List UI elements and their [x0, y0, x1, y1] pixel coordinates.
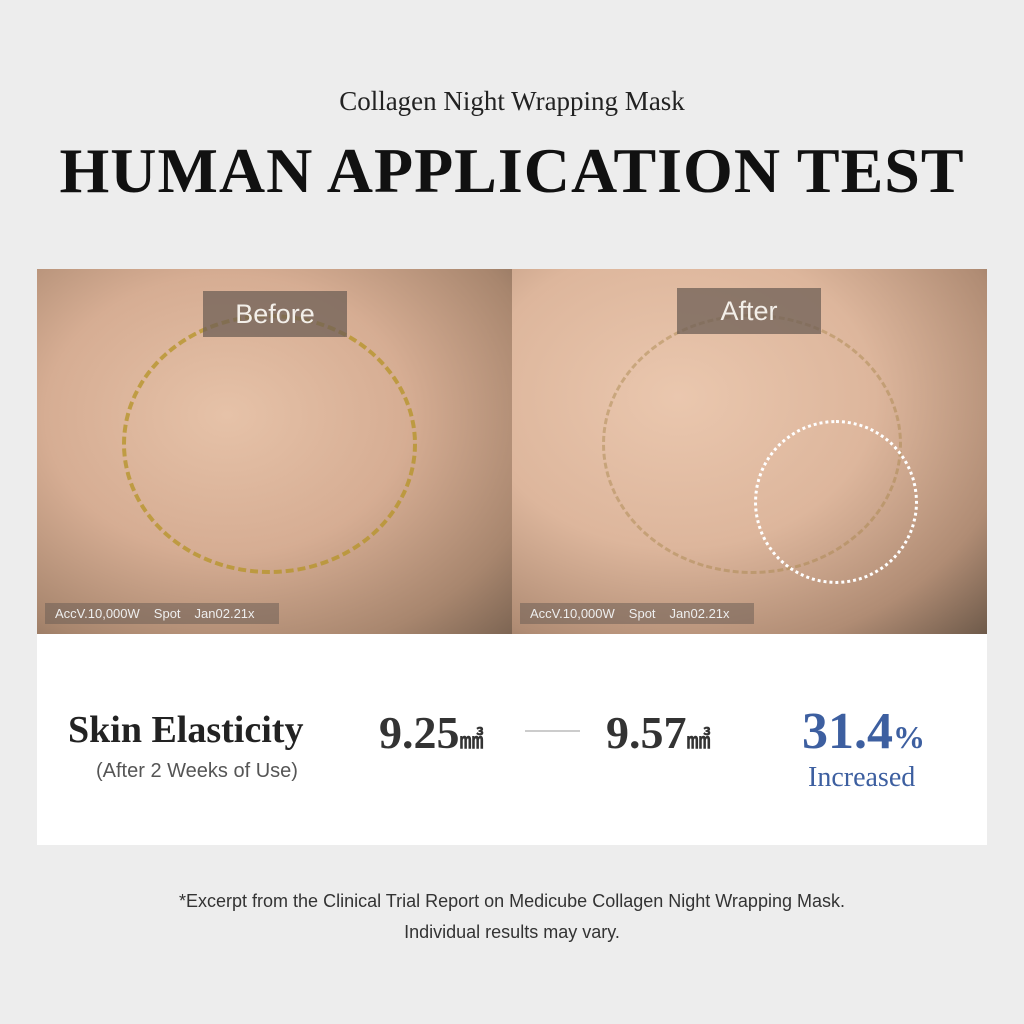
before-label: Before [203, 291, 347, 337]
change-value: 31.4% [802, 703, 925, 760]
before-wrinkle-ring [122, 314, 417, 574]
metric-name: Skin Elasticity [68, 709, 304, 751]
highlight-circle [754, 420, 918, 584]
after-label: After [677, 288, 821, 334]
page-title: HUMAN APPLICATION TEST [59, 135, 965, 206]
product-subtitle: Collagen Night Wrapping Mask [339, 86, 685, 116]
image-meta: AccV.10,000W Spot Jan02.21x [520, 603, 754, 624]
footnote: *Excerpt from the Clinical Trial Report … [179, 891, 845, 942]
metric-period: (After 2 Weeks of Use) [96, 760, 298, 782]
result-card: Skin Elasticity (After 2 Weeks of Use) 9… [37, 634, 987, 845]
change-label: Increased [808, 762, 916, 793]
arrow-icon [525, 730, 580, 732]
before-image: Before AccV.10,000W Spot Jan02.21x [37, 269, 512, 634]
after-image: After AccV.10,000W Spot Jan02.21x [512, 269, 987, 634]
image-meta: AccV.10,000W Spot Jan02.21x [45, 603, 279, 624]
before-value: 9.25㎣ [379, 707, 484, 758]
after-value: 9.57㎣ [606, 707, 711, 758]
